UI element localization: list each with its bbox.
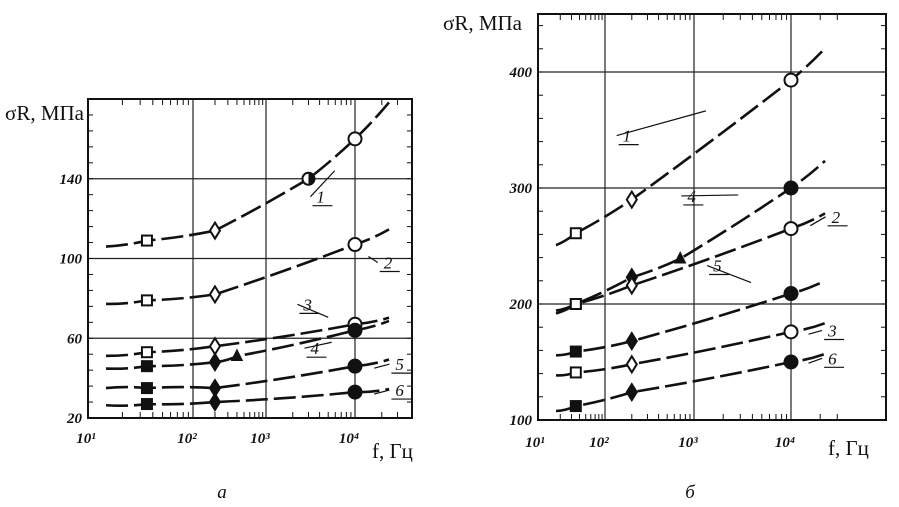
data-point-triangle — [232, 350, 242, 360]
data-point-diamond — [210, 338, 220, 354]
data-point-circle — [785, 356, 798, 369]
series-label: 1 — [316, 188, 325, 207]
data-point-diamond — [627, 384, 637, 400]
y-tick-label: 300 — [509, 181, 533, 197]
label-leader — [368, 257, 377, 263]
y-tick-label: 140 — [60, 172, 83, 188]
y-tick-label: 100 — [510, 413, 533, 429]
series-label: 5 — [395, 355, 404, 374]
data-point-circle — [349, 132, 362, 145]
series-label: 6 — [828, 349, 837, 368]
x-tick-label: 10³ — [250, 431, 270, 447]
data-point-diamond — [627, 356, 637, 372]
series-1: 1 — [556, 48, 825, 245]
series-label: 5 — [713, 257, 722, 276]
data-point-diamond — [210, 286, 220, 302]
y-tick-label: 400 — [509, 65, 533, 81]
data-point-circle — [785, 222, 798, 235]
panel-letter: а — [217, 482, 227, 503]
x-tick-label: 10³ — [678, 435, 698, 451]
series-label: 1 — [623, 127, 632, 146]
panel-letter: б — [685, 482, 696, 503]
series-label: 4 — [310, 339, 319, 358]
data-point-circle — [349, 360, 362, 373]
data-point-diamond — [210, 223, 220, 239]
x-axis-label: f, Гц — [372, 439, 413, 463]
data-point-circle — [785, 74, 798, 87]
data-point-diamond — [627, 333, 637, 349]
data-point-square — [142, 347, 152, 357]
panel-b: 100 200 300 400 10¹ 10² 10³ 10⁴ σR, МПа f, Гц б 1 4 2… — [443, 11, 886, 503]
data-point-triangle — [675, 253, 685, 263]
data-point-diamond — [210, 394, 220, 410]
y-axis-label: σR, МПа — [443, 11, 523, 35]
series-line — [106, 102, 389, 246]
series-label: 3 — [302, 295, 312, 314]
label-leader — [809, 330, 823, 334]
data-point-square — [142, 399, 152, 409]
data-point-circle — [785, 182, 798, 195]
data-point-circle — [349, 238, 362, 251]
x-tick-label: 10² — [589, 435, 609, 451]
series-label: 3 — [827, 321, 837, 340]
y-axis-label: σR, МПа — [5, 101, 85, 125]
data-point-square — [571, 299, 581, 309]
data-point-square — [571, 347, 581, 357]
series-label: 4 — [687, 187, 696, 206]
data-point-square — [571, 401, 581, 411]
series-label: 2 — [384, 253, 393, 272]
data-point-square — [142, 361, 152, 371]
data-point-square — [571, 367, 581, 377]
panel-a: 20 60 100 140 10¹ 10² 10³ 10⁴ σR, МПа f, Гц а 1 2 3 4 5… — [5, 99, 413, 503]
x-tick-label: 10¹ — [76, 431, 96, 447]
x-axis-label: f, Гц — [828, 436, 869, 460]
series-2: 2 — [556, 208, 848, 311]
series-6: 6 — [556, 349, 844, 411]
data-point-square — [142, 236, 152, 246]
data-point-square — [571, 228, 581, 238]
data-point-square — [142, 383, 152, 393]
data-point-circle — [349, 386, 362, 399]
label-leader — [297, 304, 328, 317]
data-point-diamond — [627, 192, 637, 208]
data-point-diamond — [210, 354, 220, 370]
series-label: 6 — [395, 381, 404, 400]
x-tick-label: 10⁴ — [775, 435, 795, 451]
label-leader — [374, 364, 389, 368]
series-4: 4 — [106, 321, 389, 371]
x-tick-label: 10¹ — [525, 435, 545, 451]
data-point-circle — [349, 324, 362, 337]
x-tick-label: 10⁴ — [339, 431, 359, 447]
y-tick-label: 200 — [509, 297, 533, 313]
y-tick-label: 60 — [67, 331, 83, 347]
data-point-square — [142, 295, 152, 305]
series-label: 2 — [832, 208, 841, 227]
data-point-circle — [785, 325, 798, 338]
series-5: 5 — [556, 257, 825, 357]
data-point-circle — [785, 287, 798, 300]
y-tick-label: 20 — [66, 411, 83, 427]
y-tick-label: 100 — [60, 252, 83, 268]
x-tick-label: 10² — [177, 431, 197, 447]
series-1: 1 — [106, 102, 389, 246]
